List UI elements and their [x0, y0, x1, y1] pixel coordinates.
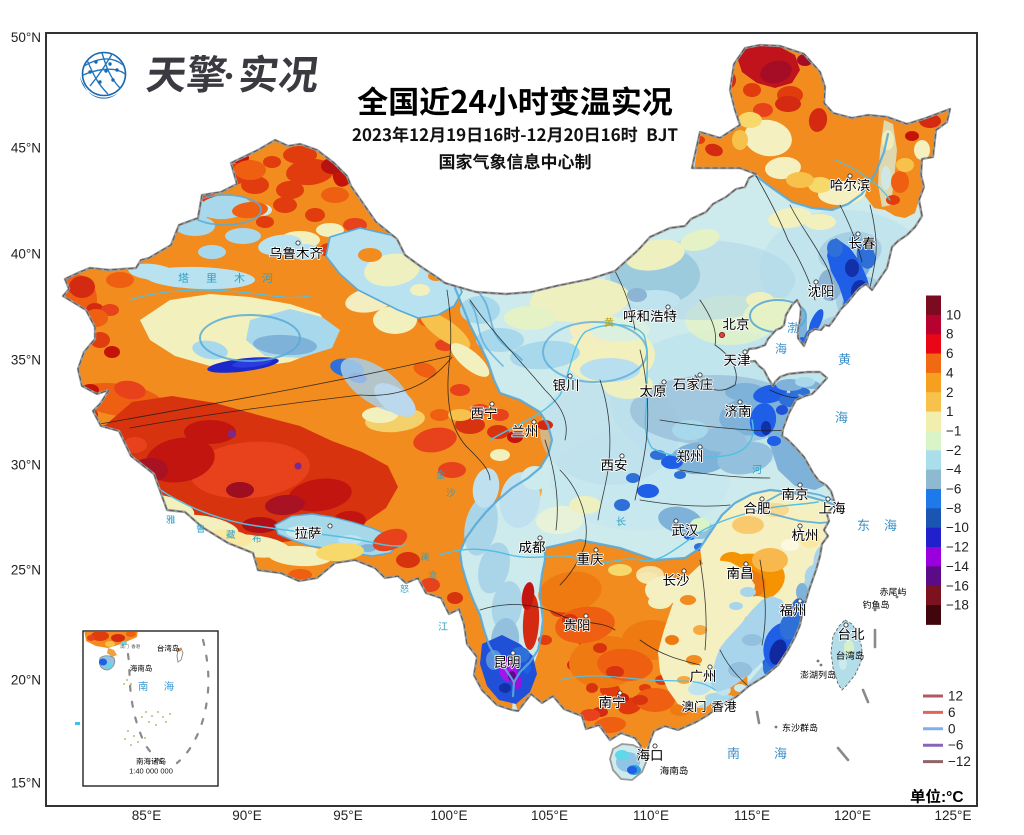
svg-text:−12: −12: [946, 540, 969, 555]
svg-text:25°N: 25°N: [11, 563, 41, 578]
svg-text:−6: −6: [948, 738, 963, 753]
svg-text:40°N: 40°N: [11, 247, 41, 262]
svg-text:6: 6: [946, 346, 954, 361]
svg-text:110°E: 110°E: [633, 808, 669, 823]
svg-text:8: 8: [946, 327, 954, 342]
svg-text:4: 4: [946, 365, 954, 380]
svg-text:10: 10: [946, 307, 961, 322]
svg-text:−6: −6: [946, 482, 961, 497]
svg-text:−16: −16: [946, 578, 969, 593]
svg-text:105°E: 105°E: [531, 808, 568, 823]
svg-text:2: 2: [946, 385, 954, 400]
svg-text:−12: −12: [948, 754, 971, 769]
svg-text:−18: −18: [946, 598, 969, 613]
svg-text:30°N: 30°N: [11, 458, 41, 473]
svg-text:−14: −14: [946, 559, 969, 574]
svg-text:90°E: 90°E: [232, 808, 261, 823]
svg-text:45°N: 45°N: [11, 141, 41, 156]
svg-text:1: 1: [946, 404, 954, 419]
svg-text:95°E: 95°E: [333, 808, 362, 823]
svg-text:0: 0: [948, 721, 956, 736]
svg-text:50°N: 50°N: [11, 30, 41, 45]
svg-text:100°E: 100°E: [431, 808, 468, 823]
svg-text:20°N: 20°N: [11, 673, 41, 688]
svg-text:120°E: 120°E: [834, 808, 871, 823]
svg-text:−2: −2: [946, 443, 961, 458]
svg-text:1:40 000 000: 1:40 000 000: [129, 767, 173, 776]
svg-text:−4: −4: [946, 462, 962, 477]
svg-text:35°N: 35°N: [11, 353, 41, 368]
svg-text:−10: −10: [946, 520, 969, 535]
svg-text:−1: −1: [946, 423, 961, 438]
svg-text:−8: −8: [946, 501, 961, 516]
svg-text:115°E: 115°E: [734, 808, 770, 823]
svg-text:12: 12: [948, 689, 963, 704]
svg-text:15°N: 15°N: [11, 776, 41, 791]
svg-text::°C: :°C: [941, 789, 964, 806]
svg-text:85°E: 85°E: [132, 808, 161, 823]
svg-text:125°E: 125°E: [935, 808, 972, 823]
svg-text:6: 6: [948, 705, 956, 720]
